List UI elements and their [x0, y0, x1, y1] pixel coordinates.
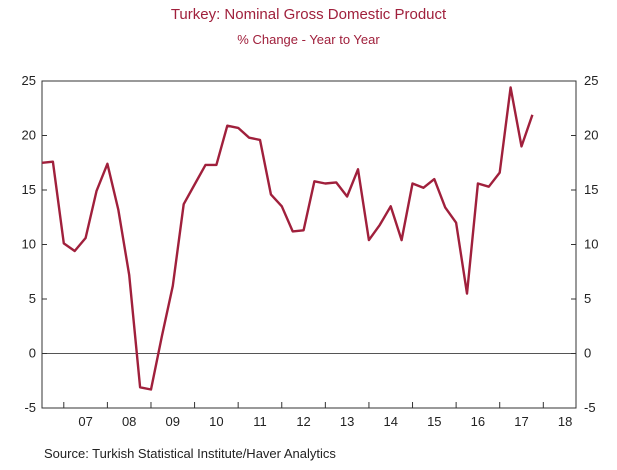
- y-axis-right: 25 20 15 10 5 0 -5: [571, 73, 598, 415]
- y-tick-label-left: -5: [24, 400, 36, 415]
- plot-frame: [41, 80, 577, 409]
- y-tick-label-right: 5: [584, 291, 591, 306]
- y-tick-label-left: 15: [22, 182, 36, 197]
- x-tick-label: 11: [253, 414, 267, 429]
- series-line: [41, 86, 534, 391]
- x-tick-label: 10: [209, 414, 223, 429]
- y-tick-label-left: 20: [22, 128, 36, 143]
- y-tick-label-left: 0: [29, 346, 36, 361]
- x-tick-label: 08: [122, 414, 136, 429]
- y-axis-left: 25 20 15 10 5 0 -5: [22, 73, 47, 415]
- y-tick-label-left: 10: [22, 237, 36, 252]
- chart-title: Turkey: Nominal Gross Domestic Product: [170, 6, 447, 23]
- x-tick-label: 17: [514, 414, 528, 429]
- x-tick-label: 07: [78, 414, 92, 429]
- y-tick-label-right: 10: [584, 237, 598, 252]
- x-axis: 07 08 09 10 11 12 13 14 15 16 17 18: [63, 402, 572, 429]
- x-tick-label: 16: [471, 414, 485, 429]
- y-tick-label-left: 5: [29, 291, 36, 306]
- y-tick-label-left: 25: [22, 73, 36, 88]
- x-tick-label: 13: [340, 414, 354, 429]
- chart-subtitle: % Change - Year to Year: [237, 32, 380, 47]
- y-tick-label-right: 25: [584, 73, 598, 88]
- y-tick-label-right: 0: [584, 346, 591, 361]
- x-tick-label: 14: [384, 414, 398, 429]
- y-tick-label-right: 15: [584, 182, 598, 197]
- x-tick-label: 09: [166, 414, 180, 429]
- source-note: Source: Turkish Statistical Institute/Ha…: [44, 446, 336, 461]
- x-tick-label: 12: [296, 414, 310, 429]
- x-tick-label: 18: [558, 414, 572, 429]
- y-tick-label-right: 20: [584, 128, 598, 143]
- x-tick-label: 15: [427, 414, 441, 429]
- y-tick-label-right: -5: [584, 400, 596, 415]
